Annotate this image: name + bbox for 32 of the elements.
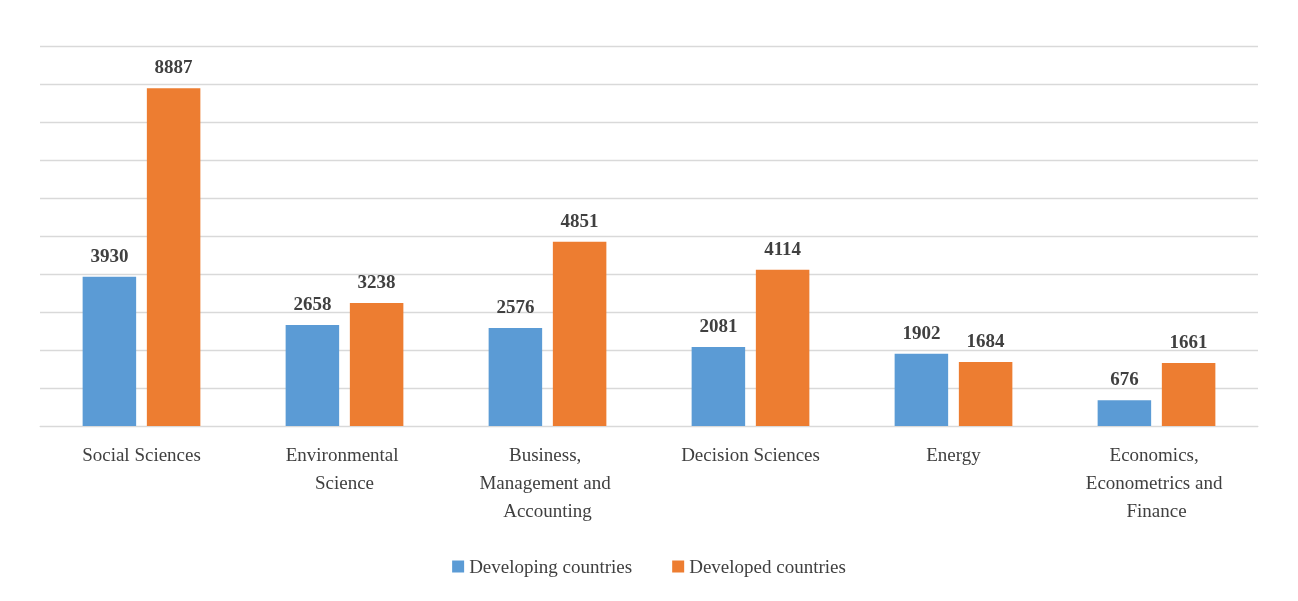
bar [1161, 362, 1216, 426]
bar [755, 269, 810, 426]
data-label: 3930 [90, 244, 129, 266]
data-label: 676 [1110, 368, 1139, 390]
bar [894, 353, 949, 426]
data-label: 1902 [902, 321, 941, 343]
legend-label: Developing countries [469, 556, 633, 577]
bar [146, 88, 201, 426]
bar [958, 362, 1013, 426]
bar [488, 328, 543, 426]
x-tick-label: Environmental Science [285, 443, 404, 493]
legend-label: Developed countries [689, 556, 846, 577]
x-tick-label: Energy [926, 443, 982, 465]
data-label: 2658 [293, 293, 332, 314]
x-tick-label: Decision Sciences [681, 443, 820, 465]
data-label: 4851 [560, 209, 599, 231]
data-label: 1661 [1169, 330, 1208, 352]
data-label: 8887 [154, 56, 194, 78]
bar [552, 241, 607, 426]
x-tick-label: Economics, Econometrics and Finance [1085, 443, 1228, 521]
bar [82, 276, 137, 426]
x-tick-label: Business, Management and Accounting [479, 443, 616, 521]
data-label: 2081 [699, 314, 738, 336]
data-label: 2576 [496, 296, 535, 318]
data-label: 4114 [764, 237, 802, 259]
bar [691, 346, 746, 426]
bar [285, 325, 340, 426]
x-tick-label: Social Sciences [82, 443, 201, 465]
data-label: 1684 [966, 330, 1006, 352]
bar [1097, 400, 1152, 426]
data-label: 3238 [357, 270, 396, 292]
bar [349, 302, 404, 426]
